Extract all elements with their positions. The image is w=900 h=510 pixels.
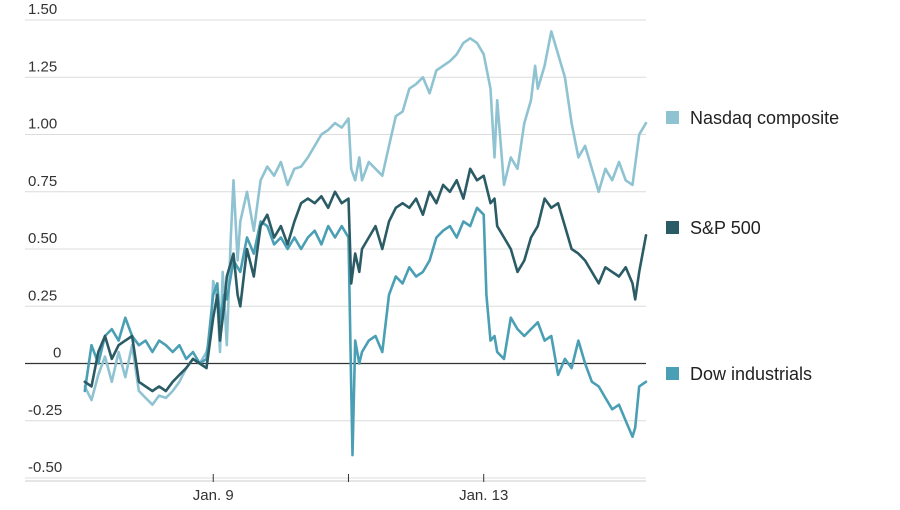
y-tick-label: 0.50 [28,230,57,247]
y-tick-label: 1.25 [28,58,57,75]
legend-swatch [666,111,679,124]
legend-label: Dow industrials [690,364,812,384]
y-tick-label: 0.75 [28,173,57,190]
series-line-dow-industrials [83,206,648,457]
y-tick-label: 1.00 [28,116,57,133]
x-tick-label: Jan. 9 [193,487,234,504]
x-axis: Jan. 9 Jan. 13 [25,474,646,504]
x-tick-label: Jan. 13 [459,487,508,504]
series-line-s-p-500 [83,167,648,393]
y-tick-label: -0.25 [28,402,62,419]
legend-swatch [666,221,679,234]
y-tick-label: 0.25 [28,287,57,304]
legend-label: S&P 500 [690,218,761,238]
y-tick-label: 0 [53,345,61,362]
series-lines [83,30,648,457]
y-tick-label: 1.50 [28,1,57,18]
legend: Nasdaq composite S&P 500 Dow industrials [666,108,839,384]
y-axis: 1.50 1.25 1.00 0.75 0.50 0.25 0 -0.25 -0.50 [28,1,62,476]
grid-lines [25,19,646,479]
legend-swatch [666,367,679,380]
y-tick-label: -0.50 [28,459,62,476]
legend-label: Nasdaq composite [690,108,839,128]
